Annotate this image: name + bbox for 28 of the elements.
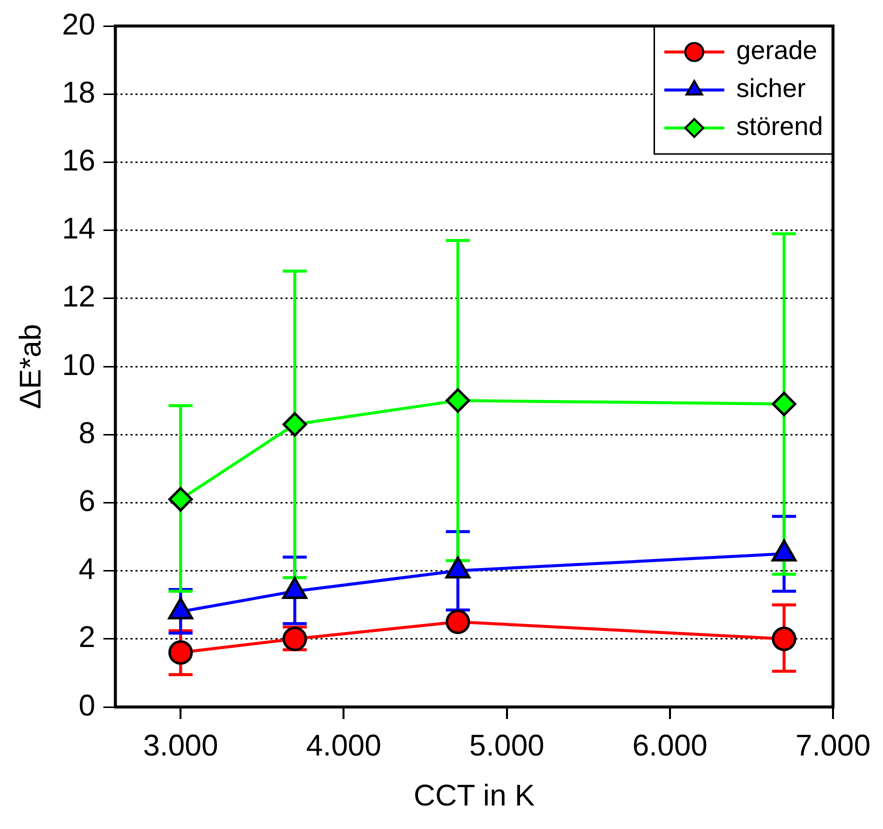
y-tick-label: 14 — [62, 212, 96, 246]
y-axis-title: ΔE*ab — [14, 324, 48, 410]
y-tick-label: 16 — [62, 144, 96, 178]
x-tick-label: 6.000 — [632, 729, 708, 762]
point — [446, 610, 470, 634]
y-tick-label: 8 — [78, 416, 96, 450]
x-tick-label: 7.000 — [795, 729, 871, 762]
x-axis-title: CCT in K — [414, 779, 535, 812]
point — [168, 487, 193, 512]
point — [168, 640, 193, 665]
y-tick-label: 2 — [78, 621, 96, 654]
legend-label: gerade — [736, 35, 818, 66]
y-tick-label: 4 — [78, 553, 96, 586]
y-tick-label: 6 — [78, 484, 96, 518]
x-tick-label: 5.000 — [469, 729, 544, 762]
y-tick-label: 20 — [62, 8, 96, 42]
legend-label: sicher — [736, 73, 806, 104]
x-tick-label: 4.000 — [306, 729, 382, 762]
y-tick-label: 0 — [78, 689, 96, 722]
legend-label: störend — [736, 111, 824, 142]
point — [282, 412, 308, 437]
y-tick-label: 10 — [62, 348, 96, 382]
point — [446, 388, 470, 413]
y-tick-label: 18 — [62, 76, 96, 110]
point — [772, 392, 796, 416]
point — [772, 626, 796, 652]
y-tick-label: 12 — [62, 280, 96, 314]
x-tick-label: 3.000 — [143, 729, 218, 762]
